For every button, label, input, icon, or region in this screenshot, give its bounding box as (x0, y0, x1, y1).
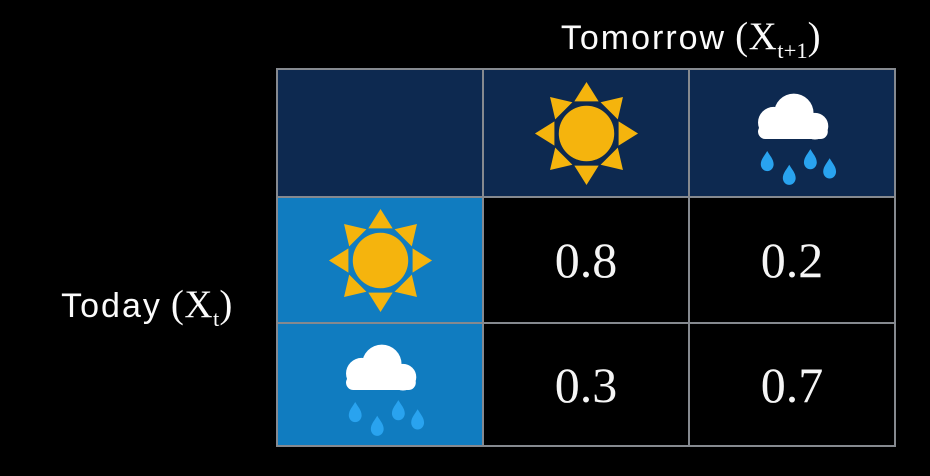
row-header-cell-sun (276, 196, 484, 324)
table-header-row (276, 68, 896, 198)
rain-cloud-icon (758, 93, 837, 185)
col-header-cell-sun (482, 68, 690, 198)
col-header-cell-rain (688, 68, 896, 198)
table-row-rain: 0.3 0.7 (276, 322, 896, 447)
corner-cell (276, 68, 484, 198)
table-row-sun: 0.8 0.2 (276, 196, 896, 324)
probability-cell-sun-rain: 0.2 (688, 196, 896, 324)
rain-cloud-icon (346, 344, 425, 436)
column-axis-variable: X (748, 15, 778, 58)
transition-matrix-table: 0.8 0.2 (276, 68, 896, 447)
row-axis-subscript: t (213, 305, 220, 331)
row-header-cell-rain (276, 322, 484, 447)
sun-icon (534, 81, 638, 185)
row-axis-variable: X (184, 283, 214, 326)
sun-icon (328, 208, 432, 312)
column-axis-word: Tomorrow (560, 19, 727, 57)
column-axis-subscript: t+1 (777, 37, 808, 63)
row-axis-label: Today (Xt) (16, 282, 278, 331)
row-axis-word: Today (61, 287, 162, 325)
probability-cell-rain-rain: 0.7 (688, 322, 896, 447)
row-axis-math: (Xt) (170, 283, 233, 331)
column-axis-math: (Xt+1) (735, 15, 822, 63)
probability-cell-sun-sun: 0.8 (482, 196, 690, 324)
probability-cell-rain-sun: 0.3 (482, 322, 690, 447)
column-axis-label: Tomorrow (Xt+1) (486, 14, 896, 63)
